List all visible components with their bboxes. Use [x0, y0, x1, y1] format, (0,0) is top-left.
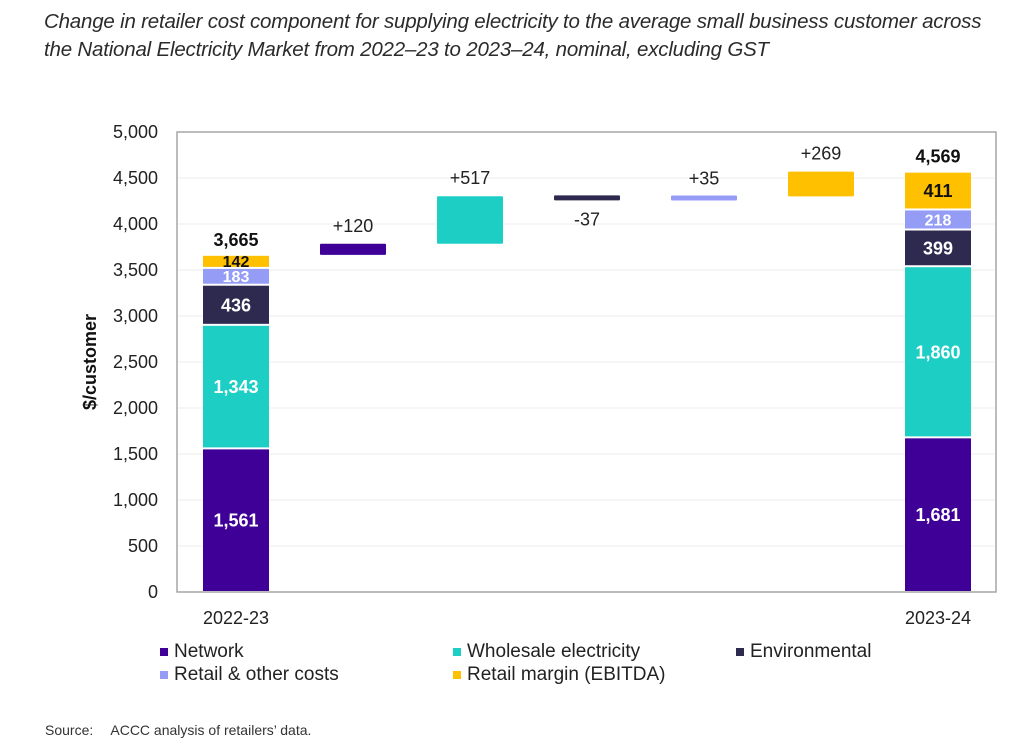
y-tick-label: 2,500: [113, 352, 158, 372]
plot-frame: [176, 131, 997, 593]
legend-swatch-environmental: [736, 648, 744, 656]
legend-swatch-wholesale: [453, 648, 461, 656]
segment-label: 1,561: [213, 511, 258, 531]
change-bar-retail-other: [671, 195, 737, 201]
change-label: +517: [450, 168, 491, 188]
bar-segment-wholesale: [905, 267, 971, 437]
legend-swatch-network: [160, 648, 168, 656]
legend-label: Retail margin (EBITDA): [467, 664, 666, 685]
segment-label: 218: [925, 212, 952, 229]
legend-label: Network: [174, 641, 244, 662]
y-tick-label: 0: [148, 582, 158, 602]
source-note: Source: ACCC analysis of retailers’ data…: [45, 722, 311, 738]
legend-label: Environmental: [750, 641, 872, 662]
legend-label: Wholesale electricity: [467, 641, 641, 662]
change-label: -37: [574, 210, 600, 230]
y-tick-label: 4,500: [113, 168, 158, 188]
bar-segment-retail-other: [203, 268, 269, 284]
gridlines: [178, 177, 995, 547]
source-text: ACCC analysis of retailers’ data.: [110, 722, 312, 738]
change-bar-environmental: [554, 195, 620, 201]
x-axis-ticks: 2022-23 2023-24: [203, 608, 971, 628]
segment-label: 1,681: [915, 505, 960, 525]
x-tick-label: 2022-23: [203, 608, 269, 628]
change-bar-wholesale: [437, 196, 503, 244]
y-tick-label: 3,000: [113, 306, 158, 326]
y-tick-label: 2,000: [113, 398, 158, 418]
y-axis-ticks: 0 500 1,000 1,500 2,000 2,500 3,000 3,500 4,000 4…: [113, 122, 158, 602]
total-label: 4,569: [915, 147, 960, 167]
y-tick-label: 500: [128, 536, 158, 556]
change-bar-network: [320, 243, 386, 255]
change-label: +35: [689, 168, 720, 188]
bar-segment-environmental: [905, 230, 971, 266]
y-axis-label: $/customer: [80, 314, 100, 410]
segment-label: 436: [221, 295, 251, 315]
change-label: +120: [333, 216, 374, 236]
change-bar-margin: [788, 171, 854, 197]
segment-label: 183: [223, 269, 250, 286]
legend-swatch-retail-other: [160, 671, 168, 679]
legend-item-wholesale: Wholesale electricity: [453, 641, 640, 663]
bar-segment-network: [203, 449, 269, 591]
x-tick-label: 2023-24: [905, 608, 971, 628]
segment-label: 411: [923, 181, 952, 201]
legend-item-network: Network: [160, 641, 244, 663]
legend-swatch-margin: [453, 671, 461, 679]
legend-item-margin: Retail margin (EBITDA): [453, 664, 666, 686]
chart-title: Change in retailer cost component for su…: [44, 10, 982, 61]
bar-segment-environmental: [203, 285, 269, 324]
y-tick-label: 3,500: [113, 260, 158, 280]
legend-label: Retail & other costs: [174, 664, 339, 685]
bar-segment-retail-other: [905, 210, 971, 229]
bar-segment-margin: [203, 255, 269, 267]
bar-segment-wholesale: [203, 325, 269, 448]
bar-segment-network: [905, 438, 971, 591]
y-tick-label: 5,000: [113, 122, 158, 142]
segment-label: 399: [923, 238, 953, 258]
legend-item-retail-other: Retail & other costs: [160, 664, 339, 686]
total-label: 3,665: [213, 230, 258, 250]
y-tick-label: 4,000: [113, 214, 158, 234]
bar-segment-margin: [905, 172, 971, 209]
change-label: +269: [801, 144, 842, 164]
segment-label: 1,343: [213, 377, 258, 397]
bars: [203, 171, 971, 591]
y-tick-label: 1,000: [113, 490, 158, 510]
legend-item-environmental: Environmental: [736, 641, 871, 663]
source-label: Source:: [45, 722, 94, 738]
segment-label: 142: [223, 254, 250, 271]
segment-label: 1,860: [915, 342, 960, 362]
y-tick-label: 1,500: [113, 444, 158, 464]
